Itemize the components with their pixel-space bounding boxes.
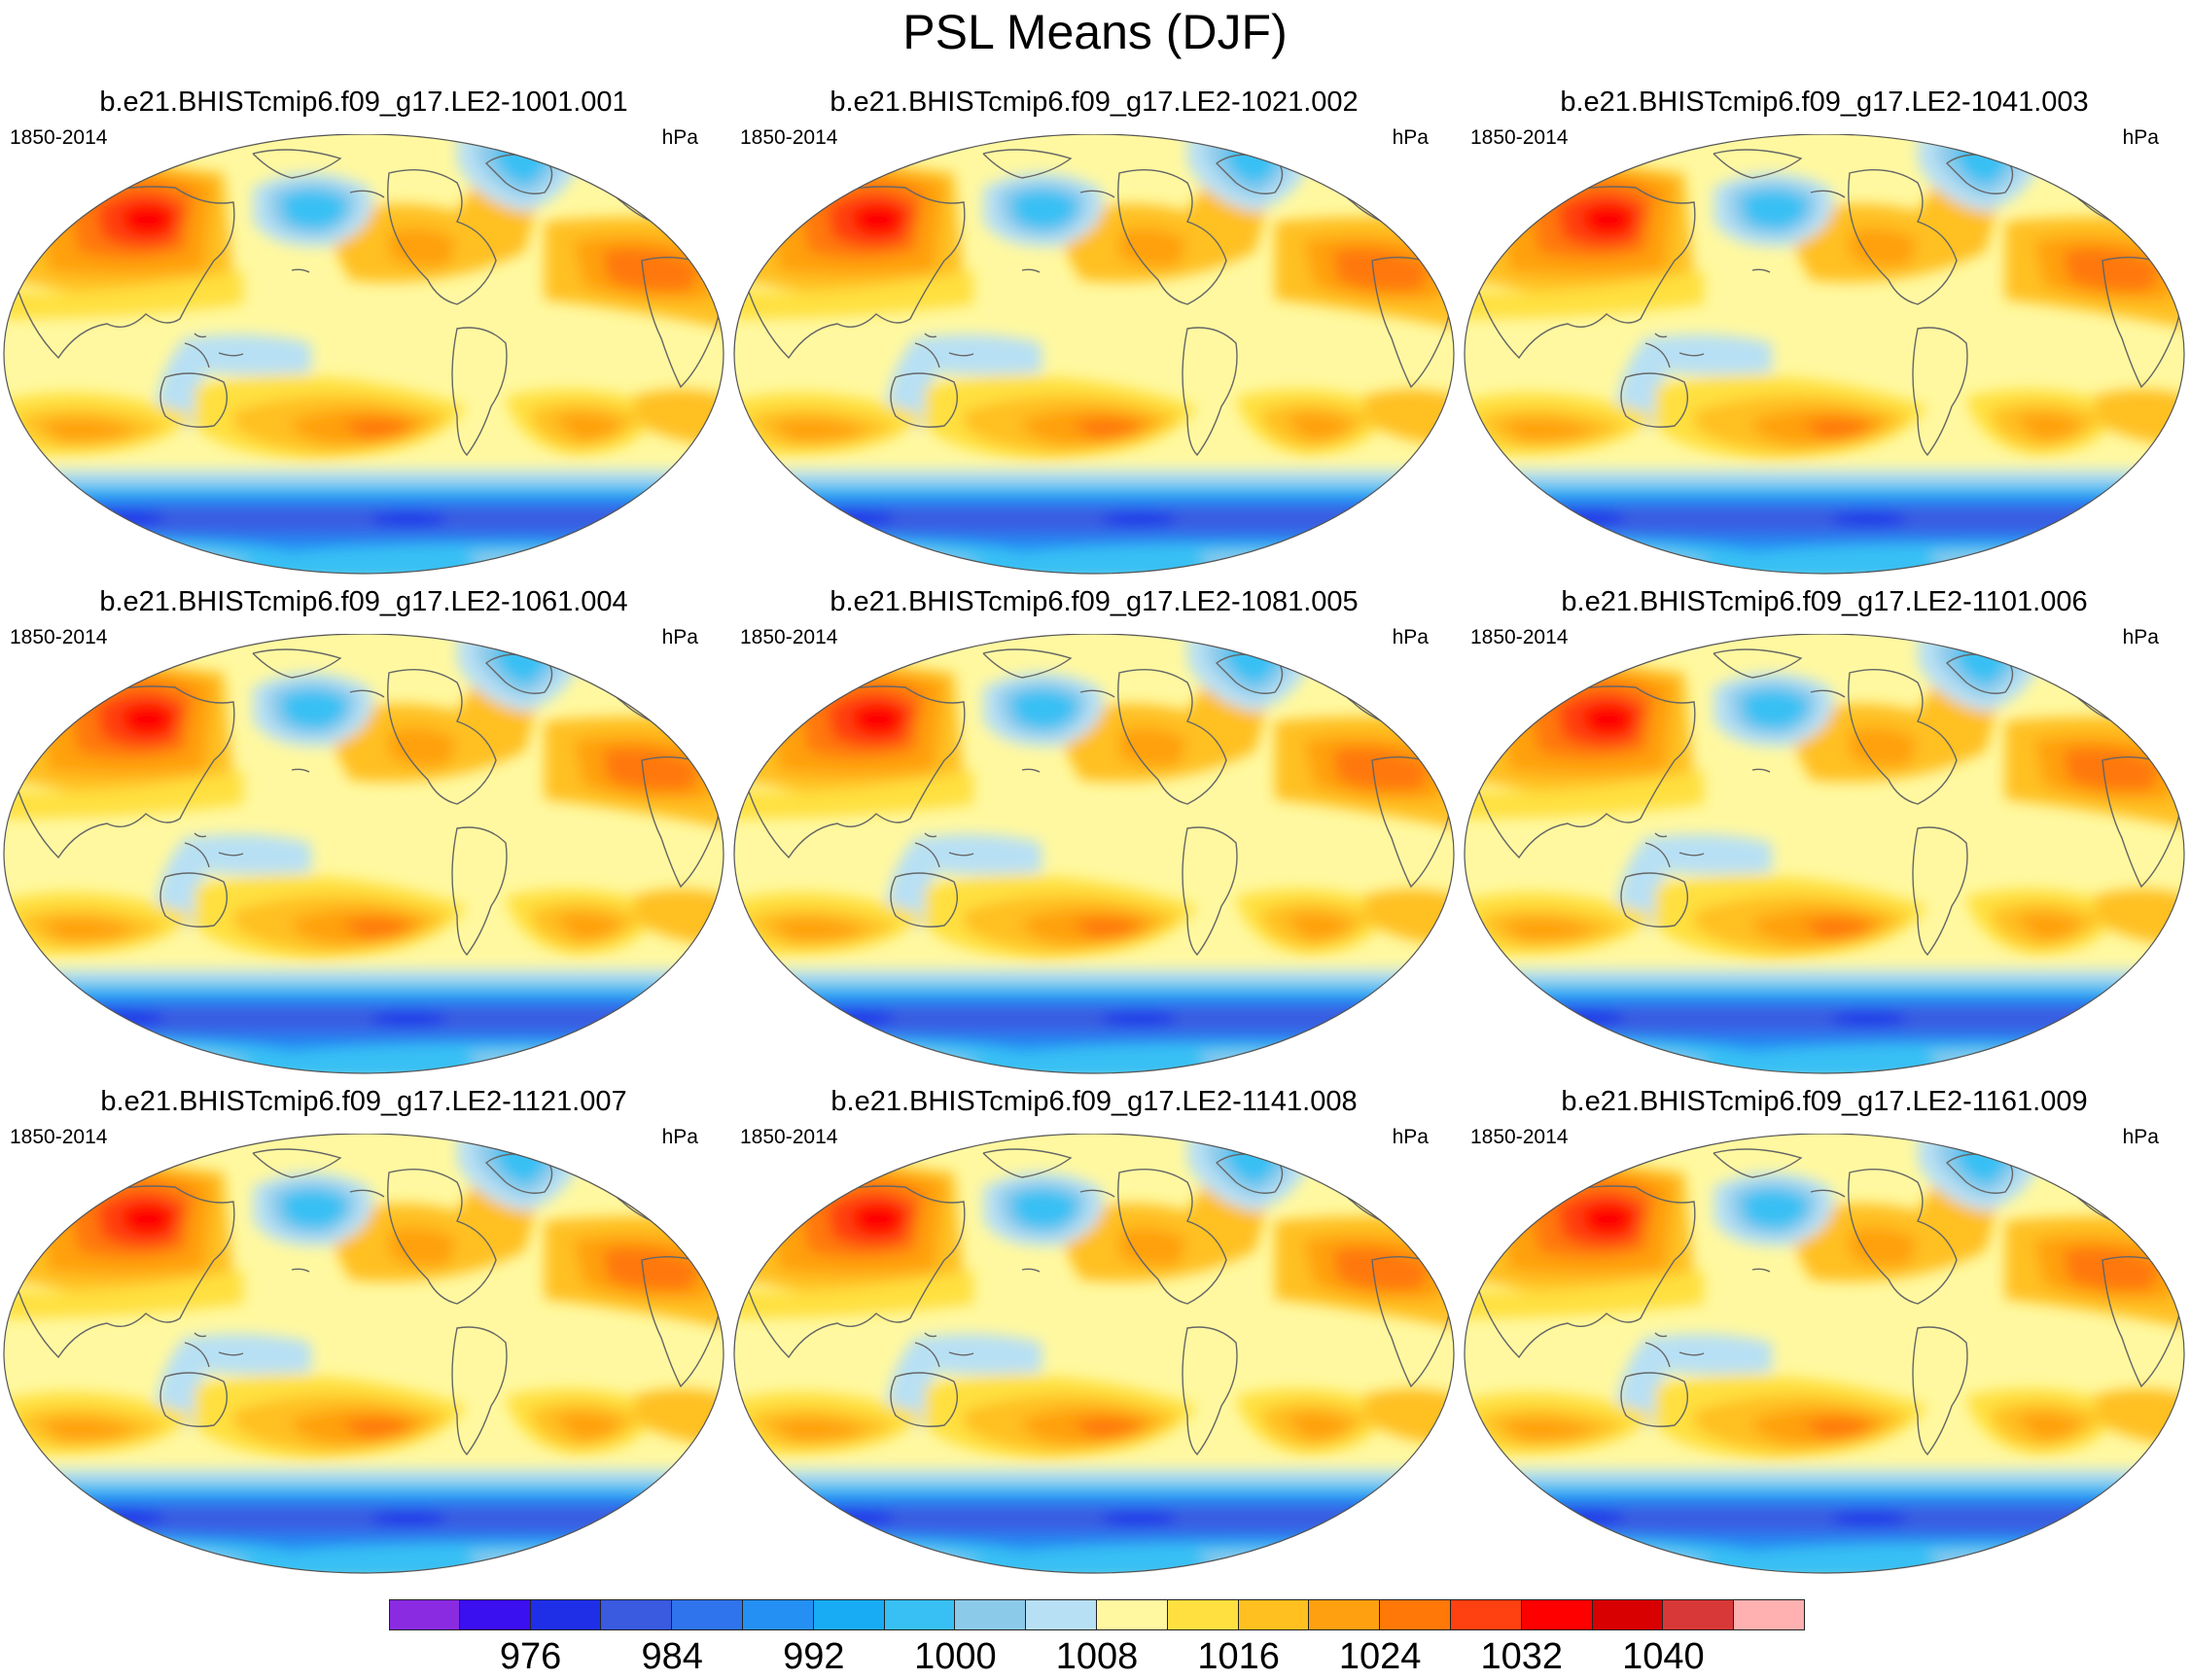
map-panel: b.e21.BHISTcmip6.f09_g17.LE2-1101.006 185… xyxy=(1461,585,2188,1074)
map-panel: b.e21.BHISTcmip6.f09_g17.LE2-1001.001 185… xyxy=(0,86,727,575)
colorbar-swatch xyxy=(530,1599,602,1630)
colorbar-swatch xyxy=(1238,1599,1310,1630)
map-panel: b.e21.BHISTcmip6.f09_g17.LE2-1081.005 185… xyxy=(730,585,1458,1074)
panel-period: 1850-2014 xyxy=(740,126,838,149)
world-map xyxy=(3,134,724,575)
panel-units: hPa xyxy=(2122,1126,2159,1148)
colorbar-tick-label: 1000 xyxy=(914,1636,997,1677)
panel-title: b.e21.BHISTcmip6.f09_g17.LE2-1061.004 xyxy=(99,586,628,617)
world-map xyxy=(1464,1134,2185,1574)
colorbar-tick-label: 984 xyxy=(641,1636,703,1677)
colorbar-swatch xyxy=(1380,1599,1451,1630)
panel-units: hPa xyxy=(2122,626,2159,648)
world-map xyxy=(3,1134,724,1574)
world-map xyxy=(1464,134,2185,575)
panel-period: 1850-2014 xyxy=(740,626,838,648)
panel-period: 1850-2014 xyxy=(1470,126,1569,149)
panel-title: b.e21.BHISTcmip6.f09_g17.LE2-1001.001 xyxy=(99,87,628,118)
colorbar-swatch xyxy=(1026,1599,1097,1630)
colorbar-tick-label: 976 xyxy=(499,1636,562,1677)
world-map xyxy=(733,634,1455,1074)
colorbar-swatch xyxy=(1451,1599,1522,1630)
panel-units: hPa xyxy=(661,126,698,149)
panel-title: b.e21.BHISTcmip6.f09_g17.LE2-1101.006 xyxy=(1561,586,2088,617)
panel-period: 1850-2014 xyxy=(10,626,108,648)
map-panel: b.e21.BHISTcmip6.f09_g17.LE2-1021.002 185… xyxy=(730,86,1458,575)
panel-title: b.e21.BHISTcmip6.f09_g17.LE2-1081.005 xyxy=(830,586,1359,617)
colorbar-swatch xyxy=(1592,1599,1664,1630)
figure-title: PSL Means (DJF) xyxy=(902,5,1288,59)
colorbar-tick-label: 1024 xyxy=(1338,1636,1422,1677)
panel-period: 1850-2014 xyxy=(740,1126,838,1148)
panel-units: hPa xyxy=(661,1126,698,1148)
panel-units: hPa xyxy=(2122,126,2159,149)
colorbar-tick-label: 992 xyxy=(783,1636,845,1677)
world-map xyxy=(3,634,724,1074)
colorbar-tick-label: 1040 xyxy=(1622,1636,1705,1677)
colorbar-swatch xyxy=(813,1599,885,1630)
colorbar-swatch xyxy=(1663,1599,1735,1630)
map-panel: b.e21.BHISTcmip6.f09_g17.LE2-1141.008 185… xyxy=(730,1085,1458,1574)
colorbar-swatch xyxy=(1734,1599,1805,1630)
colorbar-tick-label: 1032 xyxy=(1480,1636,1564,1677)
colorbar-tick-label: 1008 xyxy=(1055,1636,1139,1677)
map-panel: b.e21.BHISTcmip6.f09_g17.LE2-1121.007 185… xyxy=(0,1085,727,1574)
colorbar-swatch xyxy=(1521,1599,1593,1630)
panel-units: hPa xyxy=(1392,1126,1429,1148)
colorbar-swatch xyxy=(389,1599,460,1630)
world-map xyxy=(1464,634,2185,1074)
map-panel: b.e21.BHISTcmip6.f09_g17.LE2-1161.009 185… xyxy=(1461,1085,2188,1574)
colorbar-swatch xyxy=(1167,1599,1239,1630)
colorbar-tick-label: 1016 xyxy=(1197,1636,1280,1677)
colorbar-swatch xyxy=(459,1599,531,1630)
world-map xyxy=(733,1134,1455,1574)
colorbar-swatch xyxy=(743,1599,814,1630)
panel-title: b.e21.BHISTcmip6.f09_g17.LE2-1121.007 xyxy=(100,1086,627,1117)
panel-period: 1850-2014 xyxy=(10,1126,108,1148)
world-map xyxy=(733,134,1455,575)
panel-title: b.e21.BHISTcmip6.f09_g17.LE2-1141.008 xyxy=(830,1086,1358,1117)
map-panel: b.e21.BHISTcmip6.f09_g17.LE2-1041.003 185… xyxy=(1461,86,2188,575)
colorbar-swatch xyxy=(1097,1599,1168,1630)
panel-title: b.e21.BHISTcmip6.f09_g17.LE2-1041.003 xyxy=(1560,87,2089,118)
panel-period: 1850-2014 xyxy=(1470,1126,1569,1148)
map-panel: b.e21.BHISTcmip6.f09_g17.LE2-1061.004 185… xyxy=(0,585,727,1074)
panel-units: hPa xyxy=(1392,126,1429,149)
panel-units: hPa xyxy=(661,626,698,648)
panel-title: b.e21.BHISTcmip6.f09_g17.LE2-1021.002 xyxy=(830,87,1359,118)
colorbar xyxy=(389,1599,1805,1636)
panel-units: hPa xyxy=(1392,626,1429,648)
colorbar-swatch xyxy=(884,1599,956,1630)
colorbar-swatch xyxy=(601,1599,673,1630)
colorbar-swatch xyxy=(672,1599,743,1630)
panel-title: b.e21.BHISTcmip6.f09_g17.LE2-1161.009 xyxy=(1561,1086,2088,1117)
colorbar-swatch xyxy=(1309,1599,1381,1630)
panel-period: 1850-2014 xyxy=(10,126,108,149)
panel-period: 1850-2014 xyxy=(1470,626,1569,648)
colorbar-swatch xyxy=(955,1599,1027,1630)
